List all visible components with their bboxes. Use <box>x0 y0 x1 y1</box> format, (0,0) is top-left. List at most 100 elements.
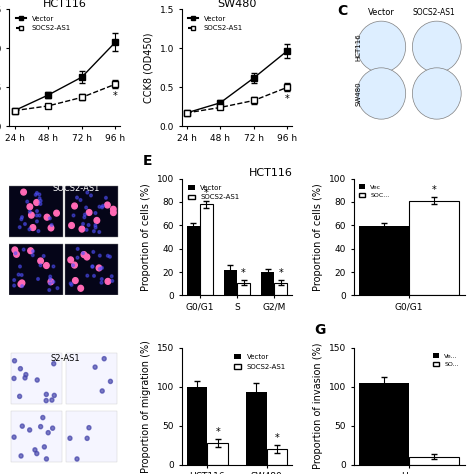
Text: HCT116: HCT116 <box>249 168 292 178</box>
Circle shape <box>72 203 77 209</box>
Circle shape <box>26 200 28 203</box>
Circle shape <box>20 424 24 428</box>
Bar <box>200 204 213 295</box>
FancyBboxPatch shape <box>9 244 63 295</box>
Circle shape <box>76 196 78 199</box>
Circle shape <box>38 258 44 264</box>
Circle shape <box>50 398 54 402</box>
Circle shape <box>109 379 112 383</box>
Circle shape <box>22 248 25 251</box>
Circle shape <box>18 265 21 268</box>
Circle shape <box>75 457 79 461</box>
Circle shape <box>100 281 103 284</box>
Circle shape <box>96 265 102 271</box>
Text: HCT116: HCT116 <box>356 33 362 61</box>
Text: SOCS2-AS1: SOCS2-AS1 <box>412 9 455 18</box>
Circle shape <box>44 392 48 396</box>
Circle shape <box>93 274 95 277</box>
Circle shape <box>86 210 92 215</box>
Circle shape <box>34 193 37 196</box>
Text: *: * <box>432 185 437 195</box>
Title: HCT116: HCT116 <box>43 0 87 9</box>
Circle shape <box>42 255 45 257</box>
FancyBboxPatch shape <box>9 186 63 237</box>
Circle shape <box>19 454 23 458</box>
Circle shape <box>72 264 74 267</box>
Circle shape <box>107 255 109 257</box>
Bar <box>237 283 250 295</box>
Circle shape <box>12 247 18 253</box>
Text: *: * <box>285 94 290 104</box>
FancyBboxPatch shape <box>65 244 118 295</box>
Circle shape <box>34 200 39 205</box>
Legend: Vector, SOCS2-AS1: Vector, SOCS2-AS1 <box>13 13 74 34</box>
Circle shape <box>35 378 39 382</box>
Circle shape <box>44 263 49 268</box>
Circle shape <box>51 426 55 430</box>
Bar <box>274 283 287 295</box>
Text: *: * <box>113 91 118 101</box>
Circle shape <box>72 214 75 217</box>
Circle shape <box>98 230 100 233</box>
Circle shape <box>49 275 52 278</box>
Legend: Vector, SOCS2-AS1: Vector, SOCS2-AS1 <box>232 351 289 373</box>
Circle shape <box>68 436 72 440</box>
Circle shape <box>78 285 83 291</box>
Circle shape <box>105 278 110 284</box>
Text: SOCS2-AS1: SOCS2-AS1 <box>53 184 100 193</box>
Bar <box>224 270 237 295</box>
Circle shape <box>99 267 101 270</box>
Circle shape <box>13 279 16 282</box>
Circle shape <box>20 218 23 220</box>
Circle shape <box>87 426 91 430</box>
Text: G: G <box>315 323 326 337</box>
Circle shape <box>36 278 39 281</box>
Circle shape <box>49 278 52 281</box>
Circle shape <box>48 225 54 231</box>
Circle shape <box>76 256 79 259</box>
Circle shape <box>39 202 42 205</box>
Circle shape <box>18 366 22 371</box>
FancyBboxPatch shape <box>10 353 62 404</box>
Text: S2-AS1: S2-AS1 <box>50 354 80 363</box>
Circle shape <box>412 68 461 119</box>
Circle shape <box>110 206 116 212</box>
Circle shape <box>27 204 33 210</box>
Text: *: * <box>279 268 283 278</box>
Circle shape <box>102 356 106 361</box>
Circle shape <box>111 280 114 283</box>
Bar <box>358 383 409 465</box>
Circle shape <box>82 252 84 255</box>
Text: *: * <box>241 268 246 278</box>
Circle shape <box>19 280 25 286</box>
Circle shape <box>35 451 39 456</box>
Circle shape <box>100 266 103 269</box>
Circle shape <box>38 197 41 200</box>
Circle shape <box>21 216 23 219</box>
Circle shape <box>90 194 92 197</box>
Circle shape <box>56 287 59 290</box>
Circle shape <box>110 275 113 278</box>
Circle shape <box>50 224 53 227</box>
Circle shape <box>52 265 55 268</box>
Circle shape <box>42 445 46 449</box>
Bar <box>409 201 459 295</box>
Circle shape <box>91 265 94 268</box>
Circle shape <box>45 457 48 461</box>
Circle shape <box>39 264 42 267</box>
FancyBboxPatch shape <box>65 186 118 237</box>
Circle shape <box>72 262 77 268</box>
Circle shape <box>105 196 107 199</box>
Circle shape <box>39 425 43 429</box>
Y-axis label: Proportion of migration (%): Proportion of migration (%) <box>141 340 151 473</box>
Text: Vector: Vector <box>368 9 395 18</box>
Circle shape <box>14 251 19 257</box>
Circle shape <box>69 223 74 228</box>
Circle shape <box>85 436 89 440</box>
Circle shape <box>48 279 54 285</box>
Circle shape <box>76 247 79 250</box>
Circle shape <box>100 278 103 281</box>
Circle shape <box>24 223 27 226</box>
Circle shape <box>79 226 85 232</box>
Circle shape <box>52 362 56 366</box>
